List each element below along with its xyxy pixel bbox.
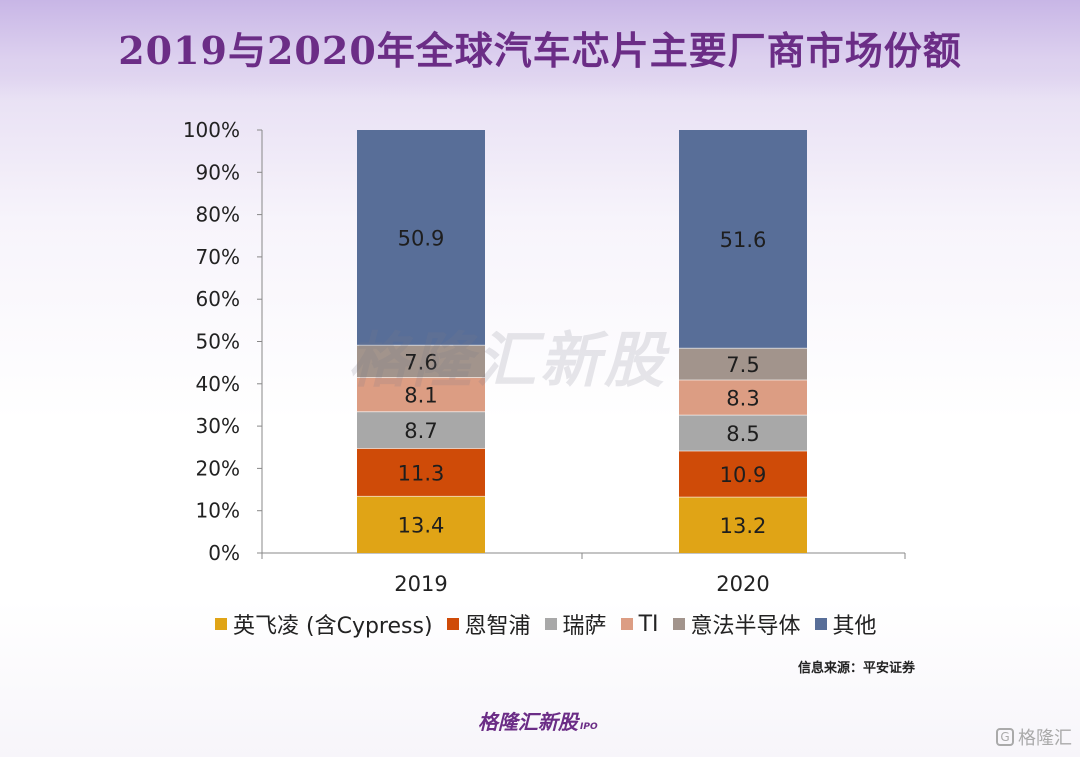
title-banner xyxy=(0,0,1080,100)
bar-segment xyxy=(357,377,485,412)
y-tick-label: 30% xyxy=(196,414,240,438)
legend-swatch xyxy=(544,618,557,630)
legend-label: TI xyxy=(638,611,659,637)
legend-swatch xyxy=(215,618,227,630)
y-tick-label: 80% xyxy=(196,203,240,227)
bar-segment xyxy=(679,379,807,416)
y-tick-label: 0% xyxy=(208,541,240,565)
x-tick-label: 2019 xyxy=(394,572,447,596)
bar-segment xyxy=(679,130,807,349)
bar-segment xyxy=(357,448,485,497)
y-tick-label: 60% xyxy=(196,287,240,311)
legend-label: 瑞萨 xyxy=(562,614,607,639)
legend-item: 瑞萨 xyxy=(544,608,607,640)
y-tick-label: 40% xyxy=(196,372,240,396)
bar-segment xyxy=(357,345,485,378)
chart-legend: 英飞凌 (含Cypress) 恩智浦 瑞萨 TI 意法半导体 其他 xyxy=(215,607,935,641)
y-tick-label: 50% xyxy=(196,330,240,354)
legend-label: 意法半导体 xyxy=(690,614,801,639)
data-label: 8.7 xyxy=(404,419,437,443)
legend-label: 英飞凌 (含Cypress) xyxy=(233,614,433,639)
bar-segment xyxy=(679,415,807,452)
stacked-bar-chart: 0% 10% 20% 30% 40% 50% 60% 70% 80% 90% 100% 13.4 11.… xyxy=(183,118,906,596)
legend-item: 英飞凌 (含Cypress) xyxy=(215,608,433,640)
brand-logo-text: 格隆汇新股 xyxy=(478,710,578,734)
legend-label: 恩智浦 xyxy=(464,614,531,639)
legend-swatch xyxy=(672,618,685,630)
data-label: 50.9 xyxy=(398,227,445,251)
data-label: 8.1 xyxy=(404,384,437,408)
data-label: 13.2 xyxy=(720,514,767,538)
page-title: 2019与2020年全球汽车芯片主要厂商市场份额 xyxy=(118,28,962,73)
data-label: 11.3 xyxy=(398,461,445,485)
legend-item: 意法半导体 xyxy=(672,608,801,640)
brand-logo-sub: IPO xyxy=(580,722,598,732)
bar-segment xyxy=(679,451,807,498)
data-label: 51.6 xyxy=(720,228,767,252)
legend-item: 恩智浦 xyxy=(446,608,531,640)
legend-label: 其他 xyxy=(832,614,877,639)
corner-logo-icon: G xyxy=(996,728,1014,746)
data-label: 8.5 xyxy=(726,422,759,446)
x-tick-label: 2020 xyxy=(716,572,769,596)
legend-swatch xyxy=(814,618,827,630)
source-note: 信息来源：平安证券 xyxy=(797,661,915,676)
y-tick-label: 10% xyxy=(196,499,240,523)
legend-swatch xyxy=(620,618,633,630)
y-tick-label: 100% xyxy=(183,118,240,142)
bar-segment xyxy=(357,411,485,449)
y-tick-label: 90% xyxy=(196,160,240,184)
data-label: 7.6 xyxy=(404,350,437,374)
legend-item: TI xyxy=(620,611,659,637)
data-label: 10.9 xyxy=(720,463,767,487)
legend-swatch xyxy=(446,618,459,630)
bar-segment xyxy=(357,496,485,553)
bar-segment xyxy=(679,497,807,553)
data-label: 13.4 xyxy=(398,514,445,538)
bar-segment xyxy=(357,130,485,346)
data-label: 8.3 xyxy=(726,387,759,411)
y-tick-label: 70% xyxy=(196,245,240,269)
corner-logo: G 格隆汇 xyxy=(996,724,1072,750)
bar-segment xyxy=(679,348,807,380)
legend-item: 其他 xyxy=(814,608,877,640)
brand-logo: 格隆汇新股 IPO xyxy=(478,706,598,735)
corner-logo-text: 格隆汇 xyxy=(1018,728,1072,749)
data-label: 7.5 xyxy=(726,353,759,377)
y-tick-label: 20% xyxy=(196,456,240,480)
